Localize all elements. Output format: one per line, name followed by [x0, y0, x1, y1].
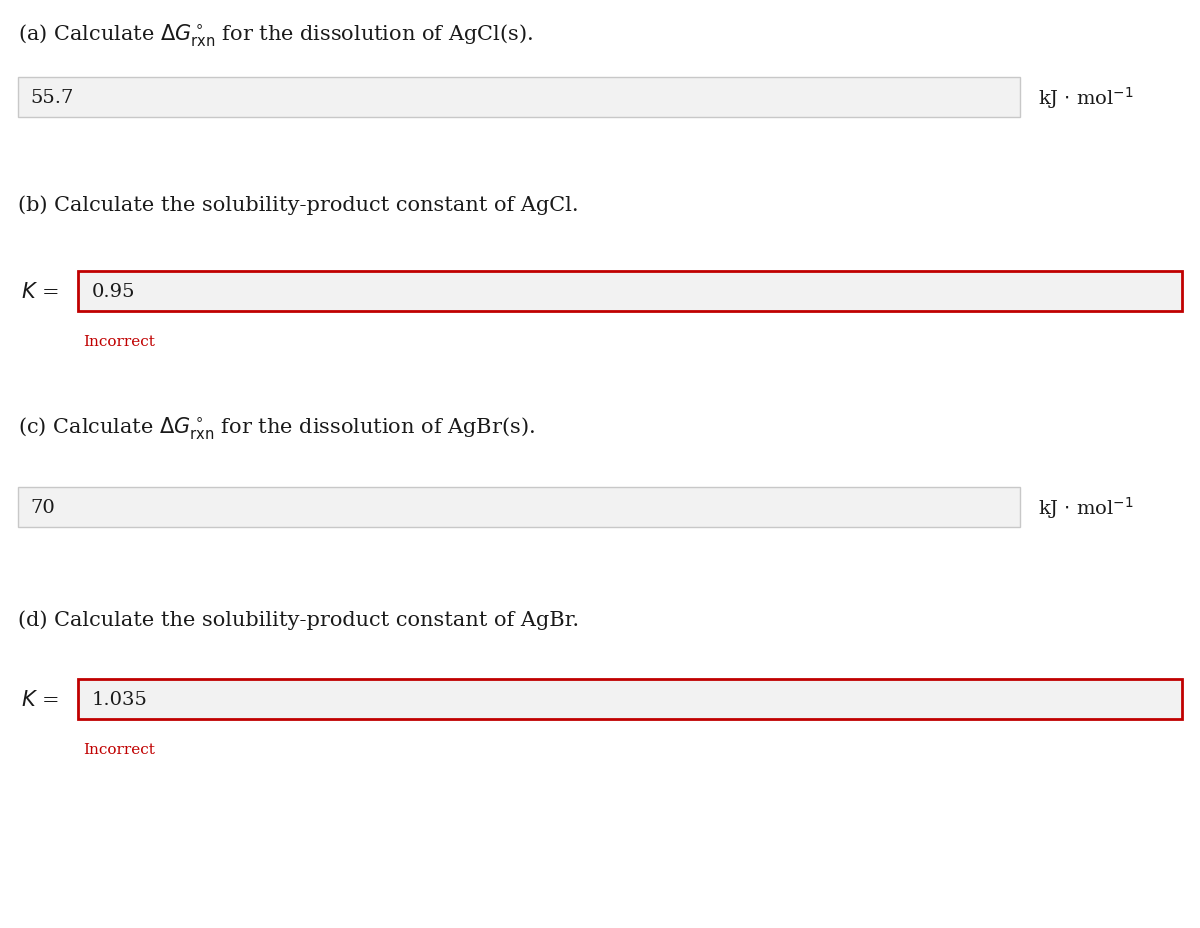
Bar: [18, 78, 1020, 118]
Text: 1.035: 1.035: [92, 690, 148, 708]
Text: 55.7: 55.7: [30, 89, 73, 107]
Text: 70: 70: [30, 498, 55, 517]
Text: Incorrect: Incorrect: [83, 742, 155, 756]
Text: Incorrect: Incorrect: [83, 335, 155, 349]
Text: kJ $\cdot$ mol$^{-1}$: kJ $\cdot$ mol$^{-1}$: [1038, 85, 1134, 110]
Text: (d) Calculate the solubility-product constant of AgBr.: (d) Calculate the solubility-product con…: [18, 610, 580, 629]
Text: 0.95: 0.95: [92, 283, 136, 301]
Bar: [78, 272, 1182, 312]
Bar: [18, 487, 1020, 527]
Text: (a) Calculate $\Delta G^\circ_{\mathrm{rxn}}$ for the dissolution of AgCl(s).: (a) Calculate $\Delta G^\circ_{\mathrm{r…: [18, 22, 533, 48]
Bar: [78, 679, 1182, 719]
Text: $K$ =: $K$ =: [22, 282, 59, 302]
Text: kJ $\cdot$ mol$^{-1}$: kJ $\cdot$ mol$^{-1}$: [1038, 495, 1134, 521]
Text: (c) Calculate $\Delta G^\circ_{\mathrm{rxn}}$ for the dissolution of AgBr(s).: (c) Calculate $\Delta G^\circ_{\mathrm{r…: [18, 415, 535, 441]
Text: $K$ =: $K$ =: [22, 690, 59, 709]
Text: (b) Calculate the solubility-product constant of AgCl.: (b) Calculate the solubility-product con…: [18, 195, 578, 214]
